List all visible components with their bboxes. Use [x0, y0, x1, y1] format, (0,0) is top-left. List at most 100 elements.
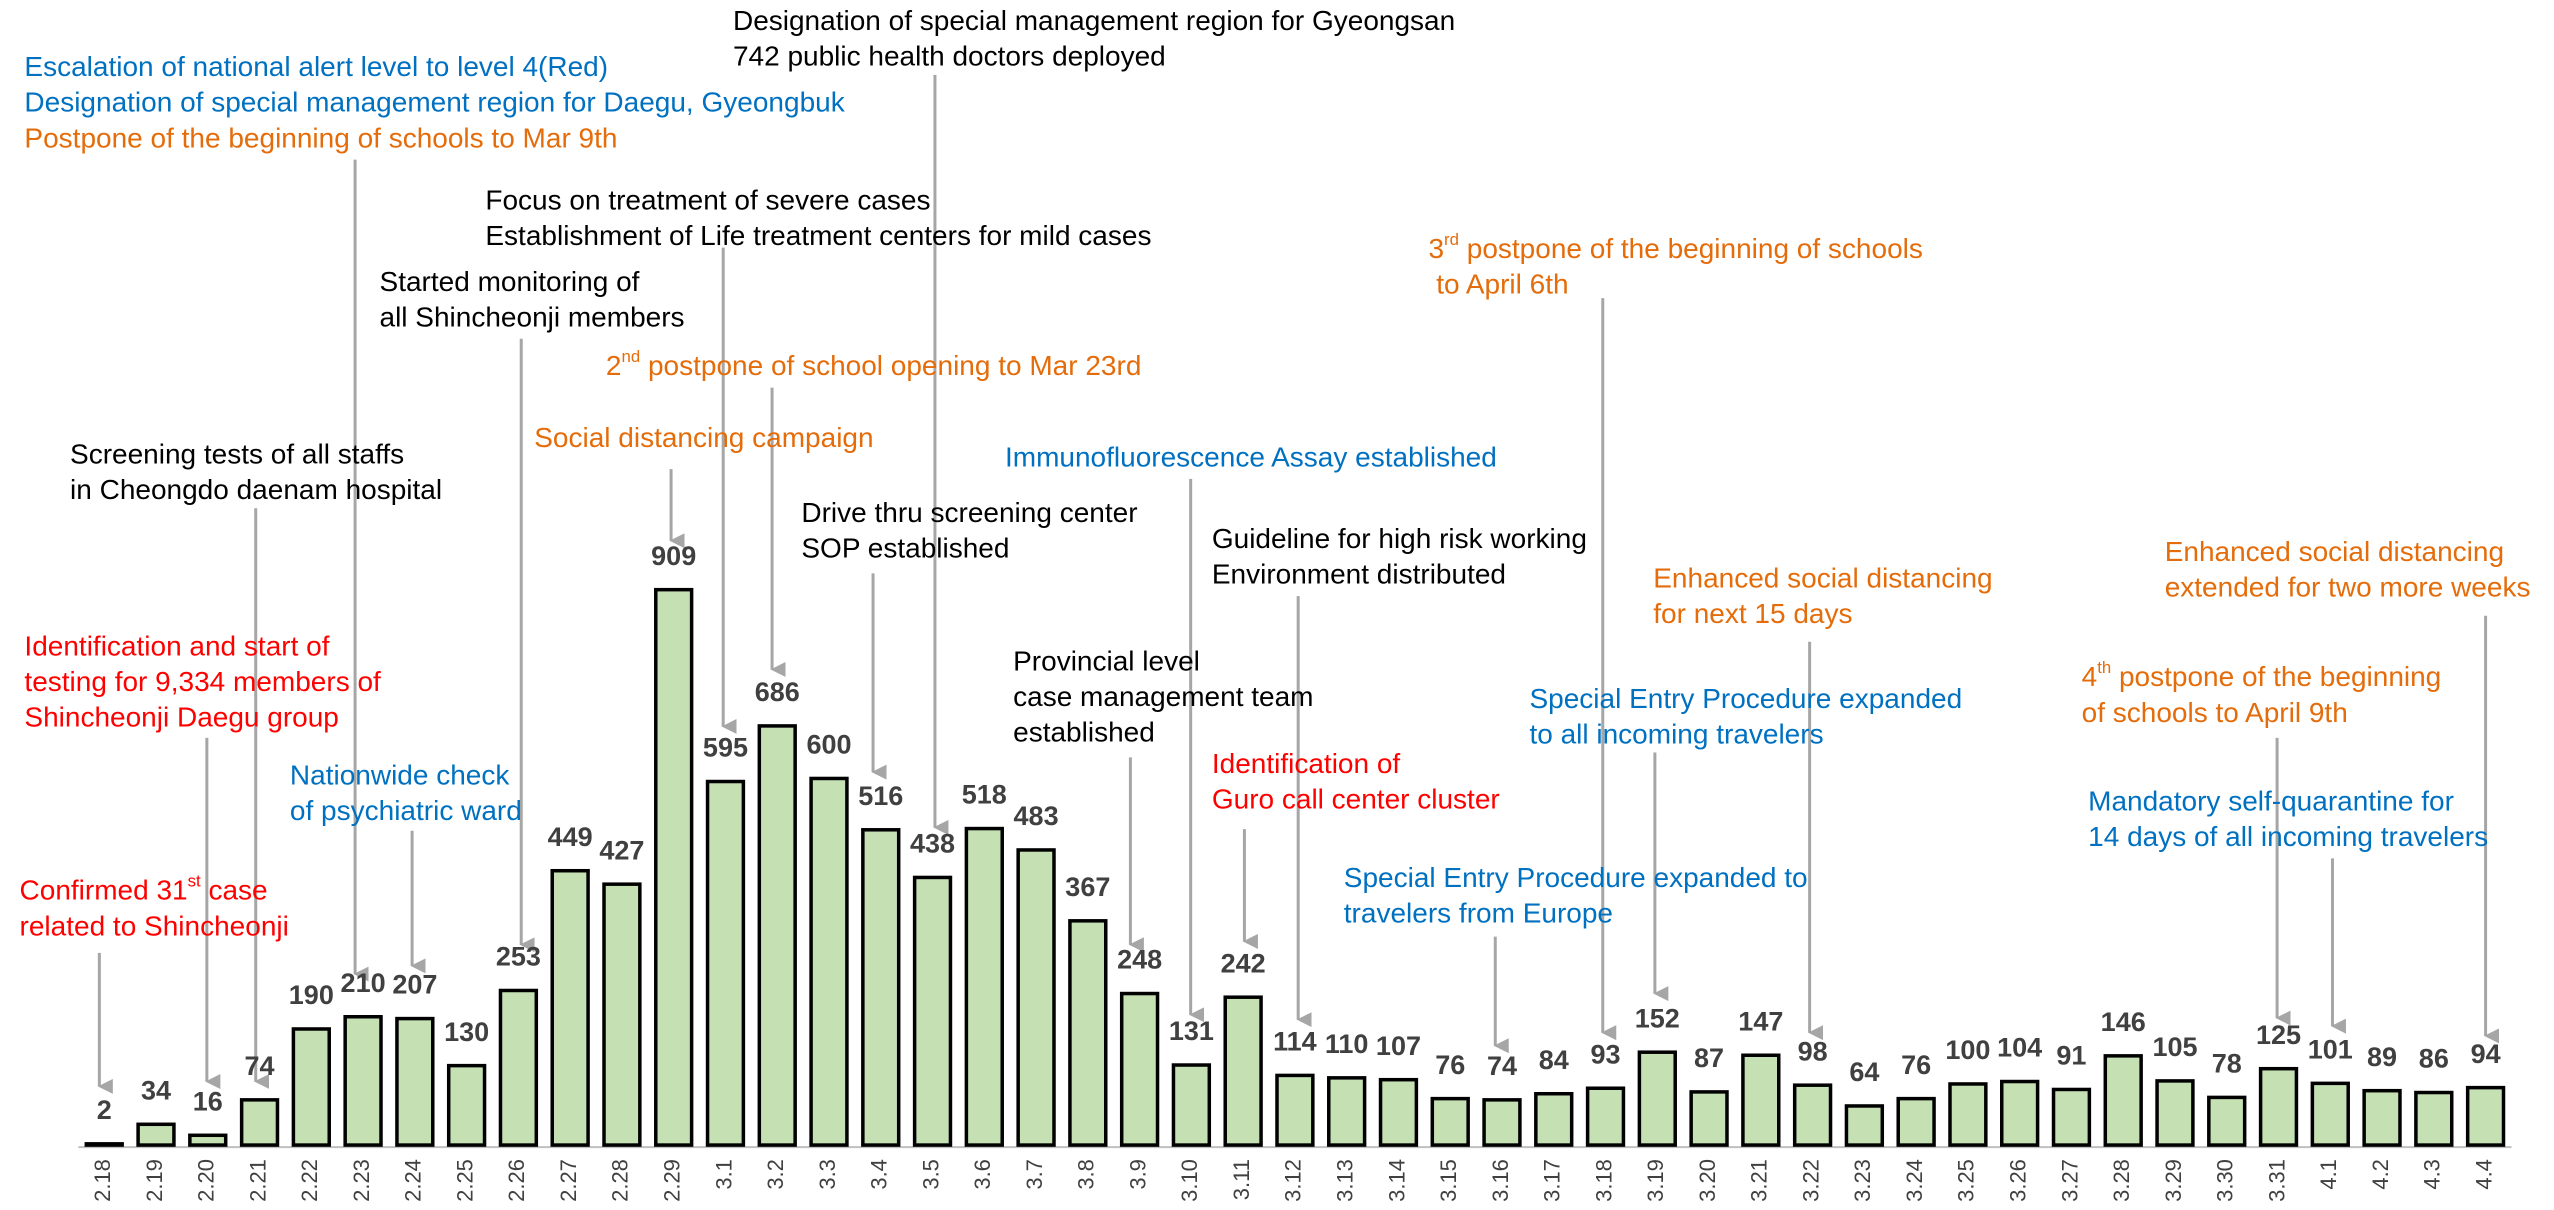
annotation-line: Identification of — [1212, 748, 1401, 779]
annotation-line: Enhanced social distancing — [1653, 562, 1992, 593]
x-tick-label: 3.20 — [1695, 1159, 1720, 1202]
value-label: 125 — [2256, 1020, 2301, 1050]
value-label: 110 — [1325, 1029, 1369, 1059]
x-tick-label: 2.19 — [142, 1159, 167, 1202]
annotation-line: Confirmed 31st case — [20, 872, 268, 906]
annotation-line: Escalation of national alert level to le… — [24, 51, 608, 82]
annotation-line: Designation of special management region… — [24, 86, 845, 117]
x-tick-label: 4.4 — [2471, 1159, 2496, 1190]
bar — [2207, 1095, 2247, 1147]
annotation-line: Designation of special management region… — [733, 5, 1455, 36]
value-label: 105 — [2152, 1032, 2197, 1062]
bar — [1430, 1096, 1470, 1147]
x-tick-label: 3.1 — [711, 1159, 736, 1190]
bar — [2362, 1088, 2402, 1147]
arrows — [97, 74, 2500, 1094]
x-tick-label: 3.11 — [1229, 1159, 1254, 1200]
annotation-line: Environment distributed — [1212, 559, 1506, 590]
bar — [1948, 1082, 1988, 1147]
x-tick-label: 4.3 — [2420, 1159, 2445, 1190]
bar — [1275, 1073, 1315, 1147]
bar — [757, 724, 797, 1147]
annotation-line: of psychiatric ward — [290, 795, 522, 826]
bar — [1534, 1091, 1574, 1147]
annotation-line: Establishment of Life treatment centers … — [485, 220, 1151, 251]
value-label: 516 — [858, 781, 903, 811]
annotation-line: Postpone of the beginning of schools to … — [24, 122, 617, 153]
x-tick-label: 3.2 — [763, 1159, 788, 1190]
value-label: 86 — [2419, 1044, 2449, 1074]
value-label: 253 — [496, 942, 541, 972]
annotation-line: all Shincheonji members — [380, 301, 685, 332]
annotation-line: Focus on treatment of severe cases — [485, 184, 930, 215]
x-tick-label: 3.14 — [1384, 1159, 1409, 1202]
bar — [2051, 1087, 2092, 1147]
bar — [602, 882, 642, 1147]
value-label: 207 — [392, 970, 437, 1000]
value-label: 210 — [341, 968, 386, 998]
value-label: 909 — [651, 541, 696, 571]
annotation-line: of schools to April 9th — [2082, 697, 2348, 728]
value-label: 130 — [444, 1017, 489, 1047]
value-label: 93 — [1591, 1039, 1621, 1069]
value-label: 74 — [245, 1051, 275, 1081]
annotation-line: Special Entry Procedure expanded — [1529, 683, 1962, 714]
value-label: 76 — [1901, 1050, 1931, 1080]
x-tick-label: 3.3 — [815, 1159, 840, 1190]
x-tick-label: 3.22 — [1798, 1159, 1823, 1202]
annotation-line: 2nd postpone of school opening to Mar 23… — [606, 348, 1141, 382]
annotation-line: to all incoming travelers — [1529, 718, 1823, 749]
value-label: 2 — [97, 1095, 112, 1125]
annotations: Escalation of national alert level to le… — [20, 5, 2531, 941]
annotation-line: Mandatory self-quarantine for — [2088, 785, 2454, 816]
x-tick-label: 3.10 — [1177, 1159, 1202, 1202]
value-label: 190 — [289, 980, 334, 1010]
x-tick-label: 3.19 — [1643, 1159, 1668, 1202]
x-tick-label: 3.13 — [1332, 1159, 1357, 1202]
value-label: 427 — [599, 835, 644, 865]
annotation-line: Guideline for high risk working — [1212, 523, 1587, 554]
bar — [1741, 1053, 1781, 1147]
value-label: 449 — [548, 822, 593, 852]
bar — [1327, 1076, 1367, 1147]
annotation-line: Identification and start of — [24, 631, 329, 662]
annotation-line: 4th postpone of the beginning — [2082, 659, 2442, 693]
bar — [343, 1015, 383, 1147]
value-label: 152 — [1635, 1003, 1680, 1033]
value-label: 89 — [2367, 1042, 2397, 1072]
x-tick-label: 2.21 — [245, 1159, 270, 1202]
value-label: 74 — [1487, 1051, 1517, 1081]
x-tick-label: 3.16 — [1488, 1159, 1513, 1202]
value-label: 147 — [1738, 1006, 1783, 1036]
x-tick-label: 2.24 — [401, 1159, 426, 1202]
x-tick-label: 4.1 — [2316, 1159, 2341, 1190]
bars — [78, 587, 2512, 1149]
x-tick-label: 2.25 — [452, 1159, 477, 1202]
annotation-line: in Cheongdo daenam hospital — [70, 474, 442, 505]
annotation-line: Guro call center cluster — [1212, 783, 1500, 814]
annotation-line: SOP established — [801, 533, 1009, 564]
value-label: 686 — [755, 677, 800, 707]
value-label: 98 — [1798, 1036, 1828, 1066]
value-label: 242 — [1221, 948, 1266, 978]
bar — [1896, 1096, 1936, 1147]
annotation-line: 742 public health doctors deployed — [733, 41, 1166, 72]
x-tick-label: 3.8 — [1074, 1159, 1099, 1190]
annotation-line: Special Entry Procedure expanded to — [1344, 862, 1808, 893]
bar — [2465, 1085, 2506, 1147]
bar — [550, 868, 590, 1147]
x-tick-label: 3.26 — [2005, 1159, 2030, 1202]
x-tick-label: 3.27 — [2057, 1159, 2082, 1202]
value-label: 146 — [2101, 1007, 2146, 1037]
value-label: 94 — [2471, 1039, 2501, 1069]
bar — [1689, 1090, 1729, 1147]
bar — [291, 1027, 331, 1147]
bar — [654, 587, 694, 1147]
bar — [2414, 1090, 2454, 1147]
annotation-line: Enhanced social distancing — [2165, 536, 2504, 567]
value-label: 34 — [141, 1075, 171, 1105]
annotation-line: Social distancing campaign — [534, 422, 873, 453]
value-label: 16 — [193, 1086, 223, 1116]
x-tick-label: 3.31 — [2264, 1159, 2289, 1202]
